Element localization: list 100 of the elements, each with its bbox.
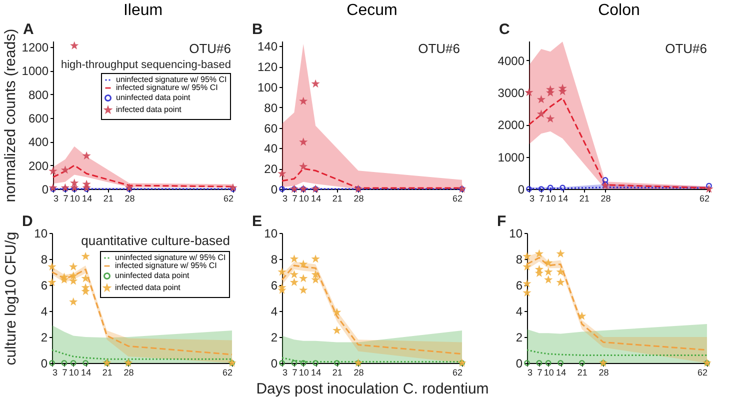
y-tick-label: 3000 [498,86,525,100]
x-tick-label: 21 [579,194,590,204]
y-tick-label: 2 [516,330,523,344]
x-tick-label: 7 [539,194,544,204]
x-tick-label: 7 [62,368,68,378]
y-tick-label: 120 [257,60,278,74]
legend-label: infected signature w/ 95% CI [115,261,217,270]
y-axis-title: normalized counts (reads) [2,28,19,202]
y-tick-label: 8 [516,252,523,266]
y-tick-label: 0 [518,182,525,196]
x-tick-label: 10 [546,194,556,204]
x-tick-label: 3 [530,194,535,204]
x-tick-label: 62 [452,194,462,204]
y-tick-label: 0 [40,356,48,370]
legend-label: infected data point [116,105,182,114]
x-tick-label: 21 [332,368,342,378]
x-tick-label: 3 [528,368,533,378]
text: F [497,213,506,230]
y-tick-label: 0 [42,182,49,196]
y-tick-label: 0 [270,356,278,370]
x-tick-label: 3 [282,368,288,378]
y-tick-label: 600 [28,111,49,126]
y-tick-label: 4000 [498,54,525,68]
x-tick-label: 3 [54,194,59,204]
x-tick-label: 21 [102,368,112,378]
x-tick-label: 14 [556,368,566,378]
x-tick-label: 62 [699,194,710,204]
y-tick-label: 10 [34,226,48,240]
y-tick-label: 4 [270,304,278,318]
y-tick-label: 100 [257,80,278,94]
y-tick-label: 40 [264,142,278,156]
x-tick-label: 7 [537,368,542,378]
x-tick-label: 10 [298,368,309,378]
x-tick-label: 14 [81,368,92,378]
x-tick-label: 7 [63,194,68,204]
y-tick-label: 1000 [498,150,525,164]
x-tick-label: 14 [311,368,322,378]
x-tick-label: 62 [222,368,232,378]
x-tick-label: 62 [452,368,462,378]
x-tick-label: 10 [68,368,79,378]
y-tick-label: 400 [28,135,49,150]
x-tick-label: 3 [282,194,288,204]
text: C [499,21,510,38]
chart-title: Colon [598,2,640,19]
x-tick-label: 10 [544,368,554,378]
y-tick-label: 200 [28,158,49,173]
x-tick-label: 28 [124,194,135,204]
chart-title: Ileum [123,2,163,19]
x-tick-label: 14 [311,194,322,204]
x-tick-label: 21 [332,194,342,204]
x-tick-label: 21 [103,194,114,204]
text: D [22,213,33,230]
y-tick-label: 8 [270,252,278,266]
y-tick-label: 2 [40,330,48,344]
annotation: OTU#6 [189,41,231,56]
y-tick-label: 4 [516,304,523,318]
y-tick-label: 2000 [498,118,525,132]
annotation: high-throughput sequencing-based [60,59,231,71]
y-tick-label: 8 [40,252,48,266]
x-tick-label: 28 [354,194,364,204]
x-tick-label: 7 [292,194,298,204]
text: B [252,21,263,38]
x-tick-label: 10 [70,194,80,204]
legend-label: infected signature w/ 95% CI [116,83,218,92]
x-tick-label: 62 [223,194,234,204]
y-tick-label: 10 [264,226,278,240]
text: E [252,213,262,230]
y-tick-label: 20 [264,162,278,176]
legend-label: uninfected data point [116,93,192,102]
y-tick-label: 140 [257,40,278,54]
x-tick-label: 10 [298,194,309,204]
legend-label: infected data point [115,283,182,292]
x-tick-label: 3 [52,368,58,378]
annotation: quantitative culture-based [81,233,230,248]
legend-label: uninfected signature w/ 95% CI [116,75,227,84]
y-tick-label: 80 [264,100,278,115]
chart-title: Cecum [346,2,398,19]
y-tick-label: 0 [516,356,523,370]
annotation: OTU#6 [418,41,460,56]
x-tick-label: 28 [598,368,609,378]
y-tick-label: 6 [270,278,278,292]
y-tick-label: 60 [264,121,278,136]
text: A [23,21,34,38]
x-tick-label: 21 [577,368,588,378]
legend-label: uninfected signature w/ 95% CI [115,253,226,262]
x-tick-label: 14 [82,194,92,204]
x-tick-label: 28 [600,194,611,204]
x-tick-label: 14 [558,194,568,204]
y-tick-label: 1000 [22,64,49,78]
y-axis-title: culture log10 CFU/g [2,232,20,366]
x-tick-label: 7 [292,368,298,378]
x-axis-title: Days post inoculation C. rodentium [256,380,489,398]
legend-label: uninfected data point [115,271,190,280]
annotation: OTU#6 [665,41,707,56]
y-tick-label: 1200 [22,40,49,54]
y-tick-label: 2 [270,330,278,344]
y-tick-label: 10 [509,226,523,240]
y-tick-label: 800 [28,88,49,102]
y-tick-label: 4 [40,304,48,318]
x-tick-label: 62 [697,368,708,378]
